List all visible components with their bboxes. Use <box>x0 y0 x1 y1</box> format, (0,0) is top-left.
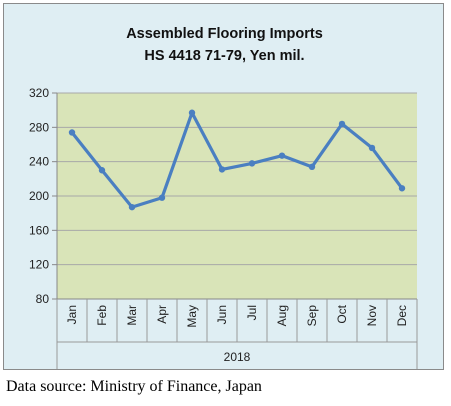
y-tick-label: 160 <box>29 223 49 237</box>
x-group-label: 2018 <box>224 350 251 364</box>
line-chart: 80 120 160 200 240 280 320 Jan Feb Mar Apr May Jun Ju… <box>29 86 418 369</box>
y-tick-label: 200 <box>29 189 49 203</box>
data-point <box>338 120 346 128</box>
series-line <box>70 111 404 209</box>
x-tick-label: Feb <box>95 305 109 326</box>
y-tick-label: 80 <box>36 292 50 306</box>
data-point <box>368 144 376 152</box>
chart-title: Assembled Flooring Imports <box>126 26 323 42</box>
data-point <box>68 129 76 136</box>
x-tick-label: Jun <box>215 305 229 324</box>
chart-subtitle: HS 4418 71-79, Yen mil. <box>144 48 305 64</box>
x-tick-label: Apr <box>155 305 169 324</box>
x-tick-label: Jan <box>65 305 79 324</box>
data-point <box>98 167 106 174</box>
x-tick-label: May <box>185 305 199 328</box>
data-point <box>248 160 256 167</box>
x-tick-label: Dec <box>395 305 409 326</box>
y-tick-label: 280 <box>29 120 49 134</box>
x-tick-label: Nov <box>365 305 379 326</box>
data-point <box>128 203 136 211</box>
x-tick-label: Oct <box>335 304 349 323</box>
x-tick-label: Jul <box>245 305 259 320</box>
data-source-note: Data source: Ministry of Finance, Japan <box>6 378 262 395</box>
x-tick-label: Mar <box>125 305 139 326</box>
data-point <box>278 152 286 159</box>
x-tick-label: Sep <box>305 305 319 327</box>
data-point <box>218 166 226 173</box>
y-tick-label: 120 <box>29 258 49 272</box>
data-point <box>188 109 196 116</box>
data-point <box>158 194 166 201</box>
y-tick-label: 320 <box>29 86 49 100</box>
chart-frame: Assembled Flooring Imports HS 4418 71-79… <box>3 3 444 370</box>
data-point <box>308 163 316 171</box>
data-point <box>398 185 406 192</box>
y-tick-label: 240 <box>29 155 49 169</box>
x-tick-label: Aug <box>275 305 289 326</box>
